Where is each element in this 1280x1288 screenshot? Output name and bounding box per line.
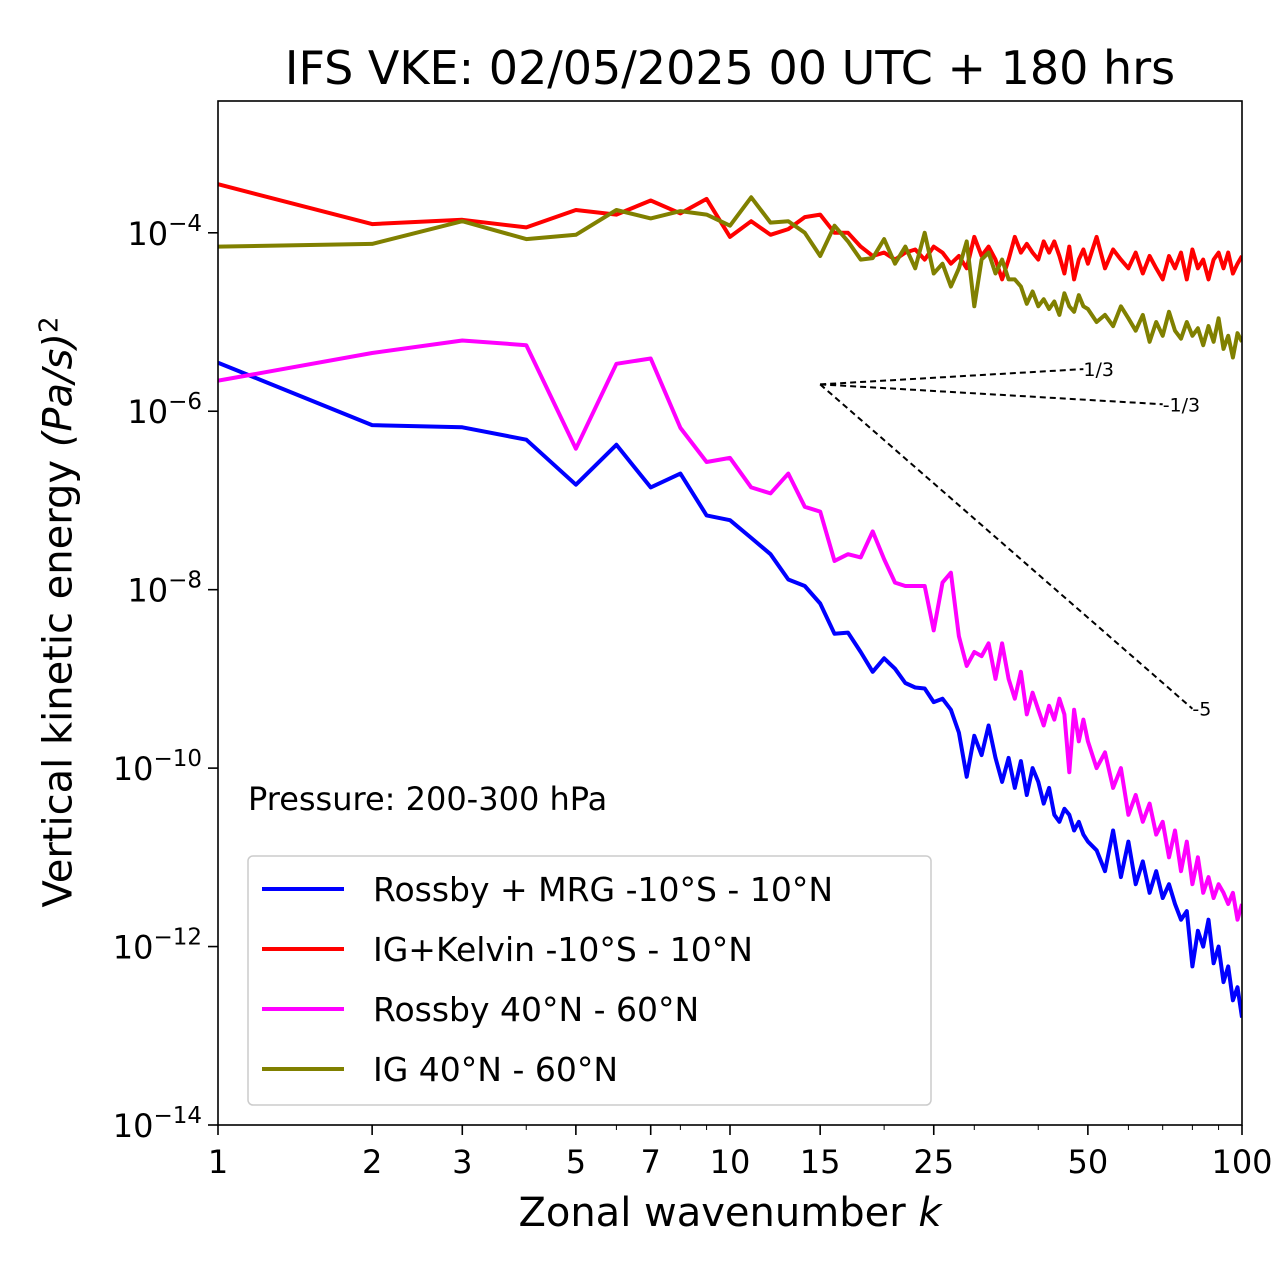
y-tick-base: 10: [113, 750, 154, 788]
y-tick-exponent: −12: [153, 925, 202, 951]
series-line-2: [218, 182, 1242, 282]
y-tick-label: 10−8: [127, 568, 202, 610]
x-tick-label: 50: [1068, 1143, 1109, 1181]
series-line-3: [218, 338, 1242, 922]
x-axis-label-var: k: [918, 1190, 942, 1236]
y-tick-base: 10: [113, 929, 154, 967]
reference-line: [820, 368, 1084, 386]
x-axis-label-text: Zonal wavenumber: [518, 1190, 906, 1236]
y-tick-label: 10−4: [127, 211, 202, 253]
series-line-4: [218, 195, 1242, 360]
y-tick-exponent: −14: [153, 1103, 202, 1129]
y-tick-base: 10: [127, 215, 168, 253]
y-tick-label: 10−14: [113, 1103, 202, 1145]
x-tick-label: 10: [710, 1143, 751, 1181]
pressure-annotation: Pressure: 200-300 hPa: [248, 780, 607, 818]
x-tick-label: 2: [362, 1143, 382, 1181]
y-tick-exponent: −4: [168, 211, 202, 237]
legend-label: IG+Kelvin -10°S - 10°N: [373, 930, 753, 969]
legend-label: Rossby + MRG -10°S - 10°N: [373, 870, 833, 909]
x-tick-label: 7: [641, 1143, 661, 1181]
x-tick-label: 3: [452, 1143, 472, 1181]
y-tick-label: 10−6: [127, 389, 202, 431]
legend-label: Rossby 40°N - 60°N: [373, 990, 699, 1029]
x-tick-label: 100: [1211, 1143, 1272, 1181]
x-axis-label: Zonal wavenumber k: [218, 1188, 1242, 1238]
reference-line-label: 1/3: [1083, 359, 1114, 381]
legend-label: IG 40°N - 60°N: [373, 1050, 618, 1089]
y-tick-base: 10: [127, 393, 168, 431]
y-tick-exponent: −10: [153, 746, 202, 772]
x-tick-label: 15: [800, 1143, 841, 1181]
chart-title: IFS VKE: 02/05/2025 00 UTC + 180 hrs: [284, 41, 1176, 95]
reference-lines: 1/3 -1/3 -5: [819, 359, 1211, 721]
y-tick-exponent: −8: [168, 568, 202, 594]
x-tick-label: 1: [208, 1143, 228, 1181]
reference-line-label: -1/3: [1163, 394, 1200, 416]
x-tick-label: 5: [566, 1143, 586, 1181]
y-tick-base: 10: [127, 572, 168, 610]
y-tick-exponent: −6: [168, 389, 202, 415]
reference-line: [819, 383, 1194, 710]
legend-box: [247, 855, 932, 1106]
x-tick-label: 25: [913, 1143, 954, 1181]
y-tick-label: 10−12: [113, 925, 202, 967]
axes: 1 2 3 5 7 10 15 25 50 10010−410−610−810−1010−1210…: [113, 100, 1273, 1181]
legend: Rossby + MRG -10°S - 10°N IG+Kelvin -10°S…: [247, 855, 932, 1106]
reference-line: [820, 383, 1163, 406]
y-tick-label: 10−10: [113, 746, 202, 788]
series-layer: [218, 182, 1242, 1018]
y-tick-base: 10: [113, 1107, 154, 1145]
reference-line-label: -5: [1192, 699, 1211, 721]
series-line-1: [218, 360, 1242, 1018]
